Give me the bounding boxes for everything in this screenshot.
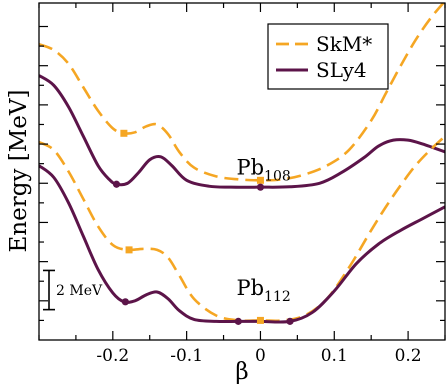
x-axis-title: β (235, 359, 248, 385)
x-tick-label: 0.1 (321, 346, 348, 366)
legend-label-skm: SkM* (316, 32, 372, 56)
minimum-marker-sly4-pb112-4 (286, 317, 294, 325)
series-line-sly4-pb108 (39, 74, 445, 189)
x-tick-label: 0 (255, 346, 266, 366)
legend: SkM*SLy4 (267, 23, 389, 90)
mass-number: 108 (264, 168, 291, 184)
curves-layer (39, 3, 445, 324)
legend-box (267, 23, 389, 90)
minimum-marker-sly4-pb108-3 (256, 183, 265, 191)
minimum-marker-skm-pb112-0 (125, 246, 133, 254)
x-tick-label: -0.1 (170, 346, 203, 366)
markers-layer (112, 129, 294, 325)
nucleus-label-pb112: Pb112 (236, 276, 290, 305)
x-tick-label: -0.2 (96, 346, 129, 366)
nucleus-symbol: Pb (236, 155, 264, 179)
minimum-marker-sly4-pb112-3 (234, 317, 242, 325)
series-line-sly4-pb112 (39, 164, 445, 324)
ticks-layer (38, 3, 446, 340)
mass-number: 112 (264, 289, 291, 305)
series-line-skm-pb112 (39, 135, 445, 323)
y-axis-title: Energy [MeV] (6, 90, 32, 253)
minimum-marker-skm-pb108-0 (120, 129, 128, 137)
x-tick-label: 0.2 (395, 346, 422, 366)
minimum-marker-sly4-pb108-2 (112, 180, 121, 188)
minimum-marker-sly4-pb112-2 (121, 298, 129, 306)
nucleus-symbol: Pb (236, 276, 264, 300)
legend-label-sly4: SLy4 (316, 58, 367, 82)
plot-frame (38, 2, 446, 341)
series-line-skm-pb108 (39, 3, 445, 182)
nucleus-label-pb108: Pb108 (236, 155, 290, 184)
scale-bar-label: 2 MeV (56, 283, 103, 299)
minimum-marker-skm-pb108-1 (256, 176, 264, 184)
minimum-marker-skm-pb112-1 (256, 316, 264, 324)
